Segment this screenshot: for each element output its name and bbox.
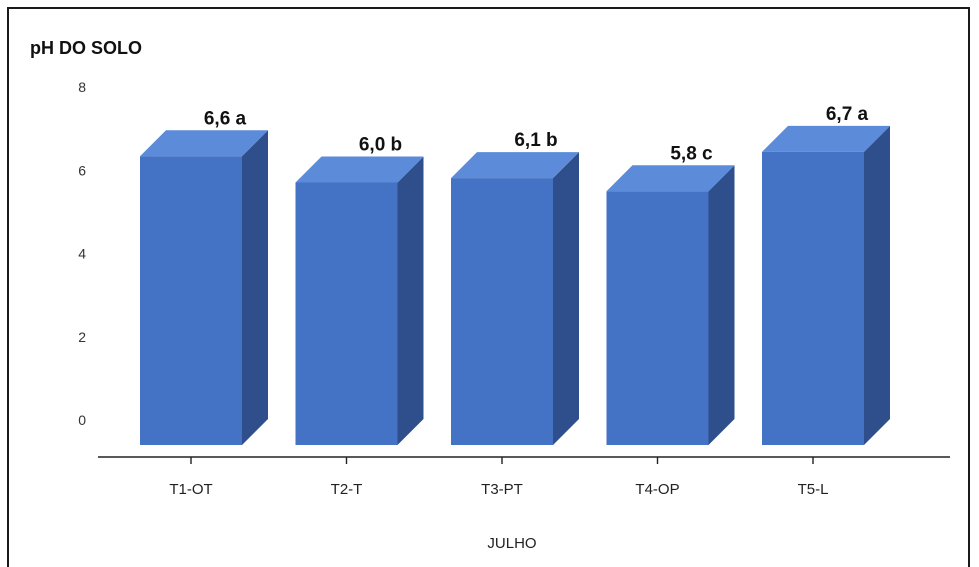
bar-top bbox=[451, 152, 579, 179]
data-label: 6,7 a bbox=[826, 104, 869, 125]
bar-front bbox=[762, 151, 864, 445]
bar-side bbox=[553, 152, 579, 445]
x-axis-title: JULHO bbox=[487, 535, 536, 552]
chart-frame bbox=[7, 7, 970, 567]
y-tick-label: 0 bbox=[78, 412, 86, 428]
x-tick-label: T4-OP bbox=[635, 481, 679, 498]
bar-side bbox=[864, 125, 890, 445]
y-tick-labels: 0 2 4 6 8 bbox=[78, 79, 86, 428]
bar-side bbox=[397, 156, 424, 445]
y-tick-label: 2 bbox=[78, 329, 86, 345]
bar-front bbox=[451, 178, 553, 445]
x-tick-labels: T1-OT T2-T T3-PT T4-OP T5-L bbox=[169, 457, 828, 498]
bar-side bbox=[242, 130, 268, 445]
data-label: 6,6 a bbox=[204, 108, 247, 129]
bar-top bbox=[606, 165, 735, 192]
bar-t4-op bbox=[606, 165, 735, 445]
bar-front bbox=[140, 156, 242, 445]
bar-front bbox=[295, 182, 398, 445]
bar-side bbox=[708, 165, 735, 445]
bar-top bbox=[140, 130, 268, 157]
x-tick-label: T3-PT bbox=[481, 481, 523, 498]
y-tick-label: 8 bbox=[78, 79, 86, 95]
x-tick-label: T5-L bbox=[798, 481, 829, 498]
y-tick-label: 6 bbox=[78, 162, 86, 178]
y-axis-title: pH DO SOLO bbox=[30, 38, 142, 58]
bar-t2-t bbox=[295, 156, 424, 445]
bar-top bbox=[762, 125, 890, 152]
x-tick-label: T2-T bbox=[331, 481, 363, 498]
bar-t3-pt bbox=[451, 152, 579, 445]
bar-t5-l bbox=[762, 125, 890, 445]
bars: 6,6 a 6,0 b 6,1 b 5,8 c 6,7 a bbox=[140, 104, 890, 445]
bar-top bbox=[295, 156, 424, 183]
x-tick-label: T1-OT bbox=[169, 481, 212, 498]
bar-t1-ot bbox=[140, 130, 268, 445]
data-label: 6,0 b bbox=[359, 135, 402, 156]
bar-front bbox=[606, 191, 709, 445]
data-label: 6,1 b bbox=[514, 130, 557, 151]
y-tick-label: 4 bbox=[78, 246, 86, 262]
data-label: 5,8 c bbox=[670, 143, 713, 164]
